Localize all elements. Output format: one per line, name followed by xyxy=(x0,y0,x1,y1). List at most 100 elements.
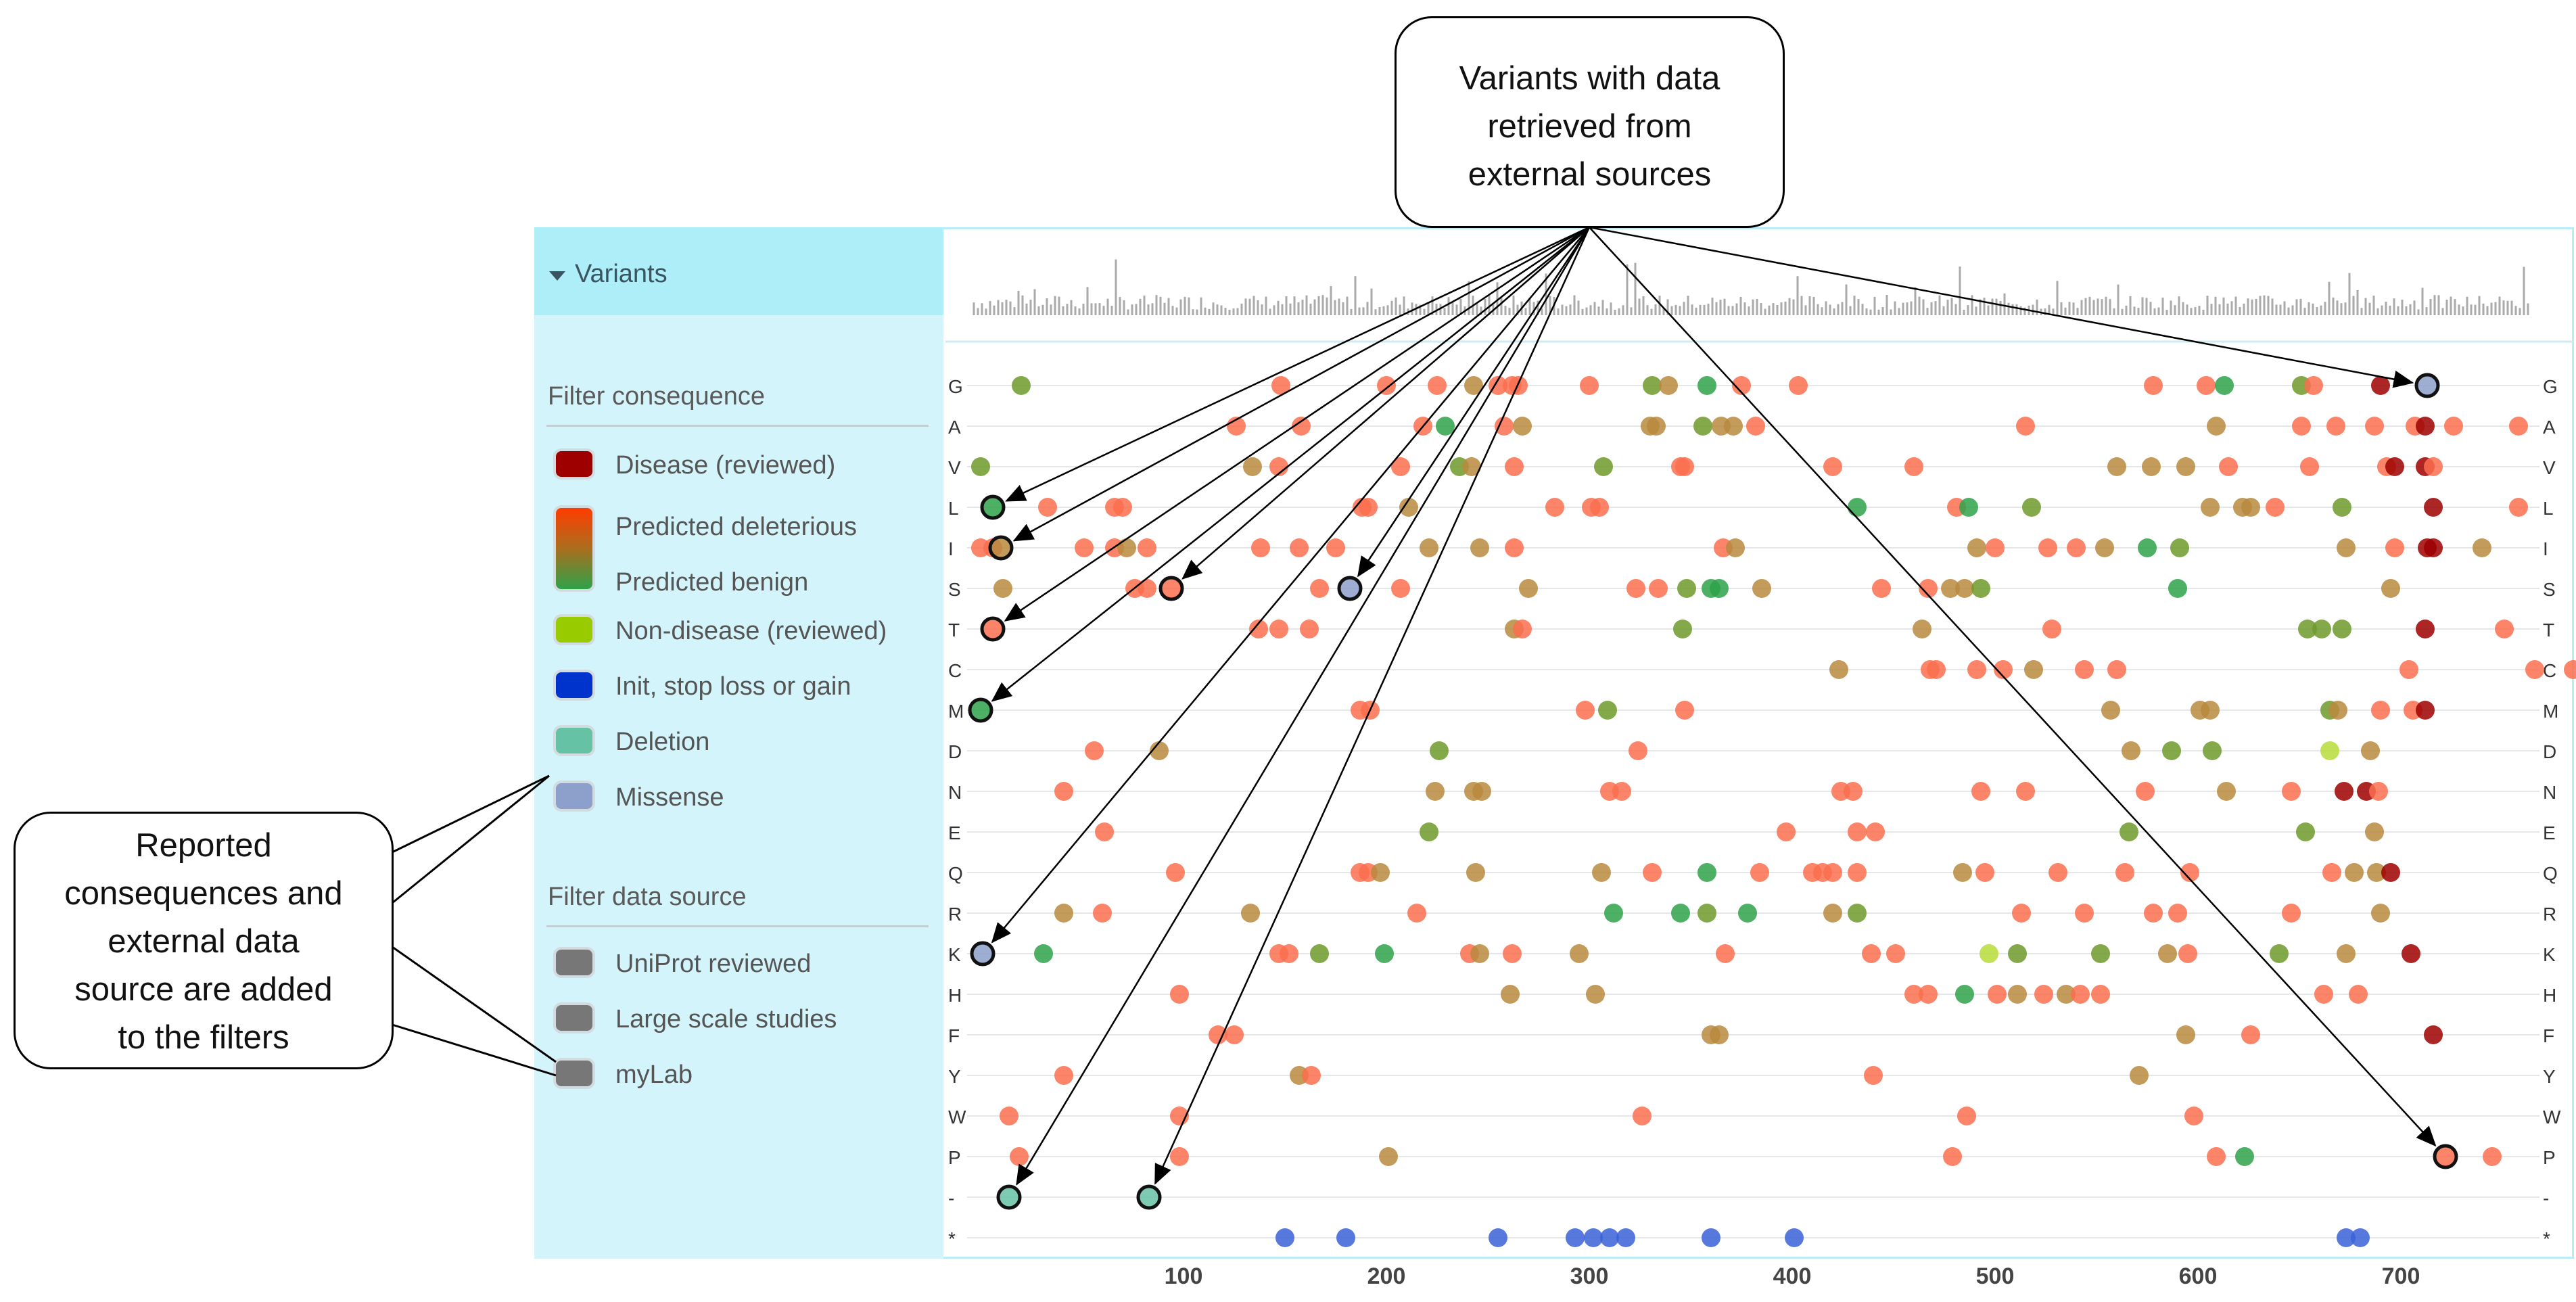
variant-point[interactable] xyxy=(1000,1188,1018,1207)
variant-point[interactable] xyxy=(1340,579,1359,598)
variant-point[interactable] xyxy=(1269,457,1288,476)
variant-point[interactable] xyxy=(1012,376,1031,395)
variant-point[interactable] xyxy=(2416,417,2435,436)
variant-point[interactable] xyxy=(2201,498,2220,517)
variant-point[interactable] xyxy=(1249,620,1268,638)
variant-point[interactable] xyxy=(2024,660,2043,679)
variant-point[interactable] xyxy=(1580,376,1599,395)
variant-point[interactable] xyxy=(1150,741,1169,760)
highlighted-variant-ring[interactable] xyxy=(1158,576,1184,601)
variant-point[interactable] xyxy=(1000,1107,1018,1125)
variant-point[interactable] xyxy=(1710,579,1729,598)
variant-point[interactable] xyxy=(2107,457,2126,476)
variant-point[interactable] xyxy=(1746,417,1765,436)
variant-point[interactable] xyxy=(1716,944,1735,963)
variant-point[interactable] xyxy=(2367,863,2386,882)
highlighted-variant-ring[interactable] xyxy=(2414,373,2440,398)
variant-point[interactable] xyxy=(1371,863,1390,882)
variant-point[interactable] xyxy=(1093,904,1112,923)
variant-point[interactable] xyxy=(1823,904,1842,923)
variant-point[interactable] xyxy=(1466,863,1485,882)
variant-point[interactable] xyxy=(2180,863,2199,882)
variant-point[interactable] xyxy=(1697,376,1716,395)
variant-point[interactable] xyxy=(2333,498,2351,517)
variant-point[interactable] xyxy=(2381,863,2400,882)
variant-point[interactable] xyxy=(1647,417,1666,436)
variant-point[interactable] xyxy=(1592,863,1611,882)
variant-point[interactable] xyxy=(2178,944,2197,963)
variant-point[interactable] xyxy=(2101,701,2120,720)
variant-point[interactable] xyxy=(1377,376,1396,395)
variant-point[interactable] xyxy=(1697,863,1716,882)
variant-point[interactable] xyxy=(1399,498,1418,517)
variant-point[interactable] xyxy=(1495,417,1514,436)
variant-point[interactable] xyxy=(1600,1228,1619,1247)
variant-point[interactable] xyxy=(2424,457,2443,476)
variant-point[interactable] xyxy=(1864,1066,1883,1085)
variant-point[interactable] xyxy=(2509,417,2528,436)
variant-point[interactable] xyxy=(1986,538,2005,557)
variant-point[interactable] xyxy=(2201,701,2220,720)
variant-point[interactable] xyxy=(1633,1107,1652,1125)
variant-point[interactable] xyxy=(2418,376,2437,395)
variant-point[interactable] xyxy=(1953,863,1972,882)
variant-point[interactable] xyxy=(1927,660,1946,679)
variant-point[interactable] xyxy=(1436,417,1455,436)
variant-point[interactable] xyxy=(1501,985,1520,1004)
variant-point[interactable] xyxy=(2158,944,2177,963)
variant-point[interactable] xyxy=(2483,1147,2502,1166)
variant-point[interactable] xyxy=(2365,822,2384,841)
variant-point[interactable] xyxy=(1243,457,1262,476)
variant-point[interactable] xyxy=(2215,376,2234,395)
variant-point[interactable] xyxy=(2337,1228,2356,1247)
variant-point[interactable] xyxy=(1612,782,1631,801)
variant-point[interactable] xyxy=(1251,538,1270,557)
variant-point[interactable] xyxy=(1054,1066,1073,1085)
variant-point[interactable] xyxy=(1420,822,1438,841)
variant-point[interactable] xyxy=(1626,579,1645,598)
variant-point[interactable] xyxy=(2282,782,2301,801)
variant-point[interactable] xyxy=(2067,538,2086,557)
variant-point[interactable] xyxy=(1732,376,1751,395)
variant-point[interactable] xyxy=(1710,1025,1729,1044)
variant-point[interactable] xyxy=(1170,1147,1189,1166)
variant-point[interactable] xyxy=(2300,457,2319,476)
variant-point[interactable] xyxy=(1975,863,1994,882)
variant-point[interactable] xyxy=(1862,944,1881,963)
variant-point[interactable] xyxy=(2042,620,2061,638)
variant-point[interactable] xyxy=(1616,1228,1635,1247)
highlighted-variant-ring[interactable] xyxy=(968,697,993,723)
variant-point[interactable] xyxy=(2320,741,2339,760)
highlighted-variant-ring[interactable] xyxy=(1136,1184,1162,1210)
variant-point[interactable] xyxy=(2008,985,2027,1004)
variant-point[interactable] xyxy=(2197,376,2216,395)
variant-point[interactable] xyxy=(2241,498,2260,517)
variant-point[interactable] xyxy=(1241,904,1260,923)
variant-point[interactable] xyxy=(1866,822,1885,841)
variant-point[interactable] xyxy=(1994,660,2013,679)
variant-point[interactable] xyxy=(1823,863,1842,882)
variant-point[interactable] xyxy=(1275,1228,1294,1247)
variant-point[interactable] xyxy=(1271,376,1290,395)
variant-point[interactable] xyxy=(2424,1025,2443,1044)
variant-point[interactable] xyxy=(1777,822,1796,841)
variant-point[interactable] xyxy=(2361,741,2380,760)
highlighted-variant-ring[interactable] xyxy=(988,535,1014,561)
variant-point[interactable] xyxy=(1038,498,1057,517)
variant-point[interactable] xyxy=(1919,985,1938,1004)
variant-point[interactable] xyxy=(2436,1147,2455,1166)
variant-point[interactable] xyxy=(1379,1147,1398,1166)
variant-point[interactable] xyxy=(1629,741,1647,760)
variant-point[interactable] xyxy=(1785,1228,1804,1247)
variant-point[interactable] xyxy=(1138,579,1156,598)
variant-point[interactable] xyxy=(2525,660,2544,679)
variant-point[interactable] xyxy=(2399,660,2418,679)
variant-point[interactable] xyxy=(2207,1147,2226,1166)
variant-point[interactable] xyxy=(1848,863,1867,882)
variant-point[interactable] xyxy=(2168,579,2187,598)
variant-point[interactable] xyxy=(2495,620,2514,638)
variant-point[interactable] xyxy=(1677,579,1696,598)
variant-point[interactable] xyxy=(2333,620,2351,638)
variant-point[interactable] xyxy=(2034,985,2053,1004)
variant-point[interactable] xyxy=(1391,579,1410,598)
